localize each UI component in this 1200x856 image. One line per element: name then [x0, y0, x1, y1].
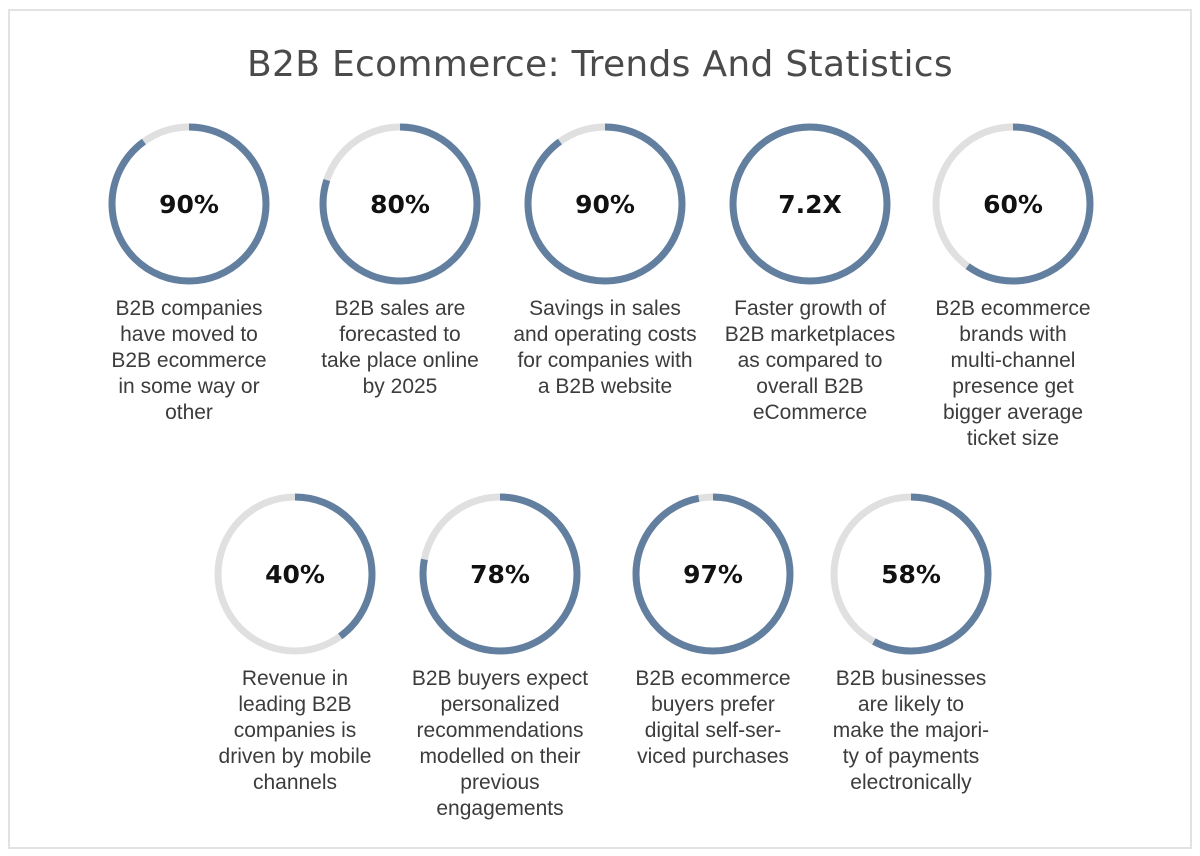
description-line: companies is [233, 719, 357, 742]
description-line: personalized [440, 693, 560, 716]
description-line: bigger average [942, 401, 1084, 424]
stat-item: 90% B2B companies have moved to B2B ecommer… [89, 122, 289, 472]
description-line: in some way or [118, 375, 260, 398]
description-line: Revenue in [241, 667, 349, 690]
description-line: B2B businesses [835, 667, 987, 690]
stat-value: 80% [370, 189, 430, 219]
ring-progress [108, 123, 270, 285]
description-line: have moved to [120, 323, 258, 346]
description-line: B2B ecommerce [111, 349, 267, 372]
description-line: overall B2B [756, 375, 864, 398]
description-line: and operating costs [513, 323, 697, 346]
description-line: driven by mobile [218, 745, 372, 768]
stat-description: Faster growth of B2B marketplaces as compa… [710, 296, 910, 426]
ring-progress [319, 123, 481, 285]
stat-value: 7.2X [778, 189, 842, 219]
stat-item: 80% B2B sales are forecasted to take place … [300, 122, 500, 472]
progress-ring [418, 492, 582, 656]
ring-progress [932, 123, 1094, 285]
description-line: leading B2B [238, 693, 352, 716]
description-line: engagements [436, 797, 564, 820]
description-line: make the majori- [832, 719, 990, 742]
description-line: Savings in sales [529, 297, 681, 320]
description-line: Faster growth of [734, 297, 886, 320]
stat-item: 90% Savings in sales and operating costs fo… [505, 122, 705, 472]
stat-value: 60% [983, 189, 1043, 219]
stat-item: 40% Revenue in leading B2B companies is driv… [195, 492, 395, 842]
progress-ring [631, 492, 795, 656]
description-line: digital self-ser- [644, 719, 782, 742]
ring-progress [729, 123, 891, 285]
description-line: B2B buyers expect [411, 667, 589, 690]
description-line: brands with [959, 323, 1067, 346]
progress-ring [318, 122, 482, 286]
stat-description: B2B buyers expect personalized recommendat… [400, 666, 600, 822]
stat-value: 78% [470, 559, 530, 589]
description-line: presence get [952, 375, 1074, 398]
stat-item: 60% B2B ecommerce brands with multi-channel… [913, 122, 1113, 472]
description-line: eCommerce [752, 401, 868, 424]
description-line: multi-channel [950, 349, 1076, 372]
stat-description: B2B companies have moved to B2B ecommerce i… [89, 296, 289, 426]
progress-ring [931, 122, 1095, 286]
description-line: B2B ecommerce [935, 297, 1091, 320]
infographic-frame [8, 9, 1192, 849]
description-line: viced purchases [637, 745, 789, 768]
progress-ring [829, 492, 993, 656]
stat-item: 97% B2B ecommerce buyers prefer digital sel… [613, 492, 813, 842]
description-line: forecasted to [339, 323, 461, 346]
stat-value: 58% [881, 559, 941, 589]
stat-item: 78% B2B buyers expect personalized recommen… [400, 492, 600, 842]
ring-progress [830, 493, 992, 655]
description-line: electronically [850, 771, 972, 794]
description-line: buyers prefer [651, 693, 775, 716]
stat-value: 90% [159, 189, 219, 219]
description-line: recommendations [416, 719, 584, 742]
stat-description: Savings in sales and operating costs for c… [505, 296, 705, 400]
stat-value: 97% [683, 559, 743, 589]
stat-description: Revenue in leading B2B companies is driven … [195, 666, 395, 796]
description-line: ticket size [966, 427, 1060, 450]
description-line: by 2025 [362, 375, 438, 398]
progress-ring [213, 492, 377, 656]
stat-item: 58% B2B businesses are likely to make the m… [811, 492, 1011, 842]
description-line: modelled on their [419, 745, 581, 768]
description-line: B2B sales are [334, 297, 466, 320]
page-title: B2B Ecommerce: Trends And Statistics [247, 44, 953, 85]
description-line: B2B companies [115, 297, 263, 320]
progress-ring [523, 122, 687, 286]
description-line: channels [252, 771, 338, 794]
progress-ring [107, 122, 271, 286]
stat-description: B2B ecommerce brands with multi-channel pre… [913, 296, 1113, 452]
ring-progress [419, 493, 581, 655]
description-line: B2B ecommerce [635, 667, 791, 690]
description-line: a B2B website [537, 375, 673, 398]
stat-item: 7.2X Faster growth of B2B marketplaces as c… [710, 122, 910, 472]
stat-description: B2B businesses are likely to make the majo… [811, 666, 1011, 796]
stat-value: 90% [575, 189, 635, 219]
ring-progress [214, 493, 376, 655]
description-line: ty of payments [842, 745, 980, 768]
description-line: B2B marketplaces [724, 323, 896, 346]
description-line: are likely to [857, 693, 965, 716]
stat-description: B2B ecommerce buyers prefer digital self-s… [613, 666, 813, 770]
stat-description: B2B sales are forecasted to take place onl… [300, 296, 500, 400]
stat-value: 40% [265, 559, 325, 589]
ring-progress [632, 493, 794, 655]
ring-progress [524, 123, 686, 285]
description-line: previous [460, 771, 540, 794]
description-line: as compared to [737, 349, 883, 372]
description-line: other [165, 401, 213, 424]
progress-ring [728, 122, 892, 286]
description-line: take place online [321, 349, 479, 372]
description-line: for companies with [517, 349, 693, 372]
